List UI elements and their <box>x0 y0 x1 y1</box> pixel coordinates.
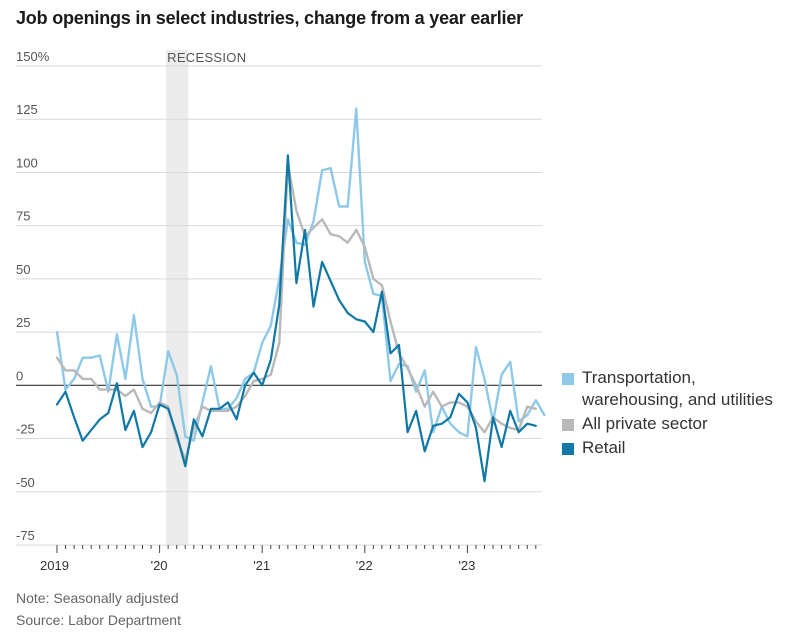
legend-item-retail: Retail <box>562 437 794 459</box>
y-tick-label: 75 <box>16 209 30 224</box>
legend-item-transportation: Transportation, warehousing, and utiliti… <box>562 367 794 411</box>
y-tick-label: 0 <box>16 368 23 383</box>
y-tick-label: -25 <box>16 422 35 437</box>
chart-note: Note: Seasonally adjusted <box>16 590 179 606</box>
y-tick-label: -75 <box>16 528 35 543</box>
x-tick-label: '20 <box>151 558 168 573</box>
legend-label-transportation: Transportation, warehousing, and utiliti… <box>582 368 773 409</box>
y-tick-label: 125 <box>16 102 38 117</box>
y-tick-label: -50 <box>16 475 35 490</box>
y-tick-label: 150% <box>16 49 50 64</box>
recession-label: RECESSION <box>167 50 246 65</box>
series-line-all-private <box>55 162 537 461</box>
series-line-transportation <box>55 107 546 442</box>
legend-label-retail: Retail <box>582 438 626 457</box>
legend-swatch-transportation <box>562 373 574 385</box>
series-line-retail <box>55 154 537 483</box>
chart-title: Job openings in select industries, chang… <box>16 8 523 28</box>
y-tick-label: 50 <box>16 262 30 277</box>
legend-swatch-retail <box>562 443 574 455</box>
x-tick-label: '22 <box>356 558 373 573</box>
x-tick-label: 2019 <box>40 558 69 573</box>
y-tick-label: 25 <box>16 315 30 330</box>
legend-swatch-all-private <box>562 419 574 431</box>
recession-band <box>166 50 189 545</box>
chart-source: Source: Labor Department <box>16 612 181 628</box>
x-tick-label: '23 <box>458 558 475 573</box>
x-tick-label: '21 <box>253 558 270 573</box>
legend: Transportation, warehousing, and utiliti… <box>562 367 794 461</box>
y-tick-label: 100 <box>16 155 38 170</box>
legend-label-all-private: All private sector <box>582 414 708 433</box>
legend-item-all-private: All private sector <box>562 413 794 435</box>
